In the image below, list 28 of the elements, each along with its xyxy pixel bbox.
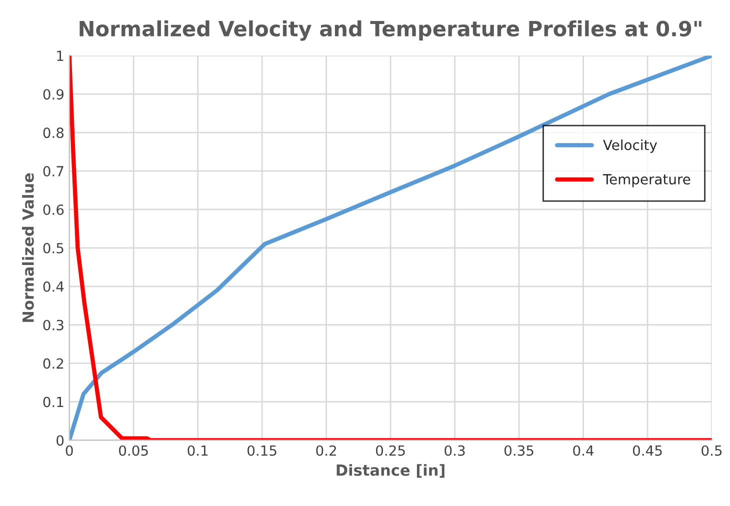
y-tick-label: 0.9: [43, 89, 64, 100]
y-tick-label: 0.6: [43, 204, 64, 215]
x-tick-label: 0.4: [573, 445, 594, 456]
y-tick-label: 0.3: [43, 320, 64, 330]
x-tick-label: 0.45: [632, 445, 662, 456]
legend-label: Velocity: [603, 139, 658, 153]
x-tick-label: 0.25: [376, 445, 405, 456]
chart-title: Normalized Velocity and Temperature Profiles at 0.9": [80, 20, 702, 41]
y-tick-label: 0.5: [43, 242, 64, 254]
y-tick-label: 0.8: [43, 128, 64, 138]
x-tick-label: 0.3: [444, 445, 465, 456]
x-axis-title: Distance [in]: [336, 464, 444, 478]
x-tick-label: 0.05: [119, 445, 148, 456]
y-tick-label: 0.7: [43, 166, 64, 176]
y-tick-label: 0.2: [43, 358, 64, 369]
y-axis-title: Normalized Value: [22, 173, 34, 322]
y-tick-label: 0: [56, 435, 64, 446]
y-tick-label: 1: [57, 50, 64, 61]
x-tick-label: 0.1: [188, 445, 208, 456]
legend-label: Temperature: [602, 174, 690, 188]
line-series: [69, 56, 712, 440]
y-tick-label: 0.1: [43, 396, 64, 408]
x-tick-label: 0.35: [504, 445, 534, 456]
y-tick-label: 0.4: [43, 281, 64, 292]
x-tick-label: 0: [66, 445, 73, 456]
x-tick-label: 0.15: [248, 445, 276, 456]
x-tick-label: 0.5: [702, 445, 722, 456]
x-tick-label: 0.2: [316, 445, 336, 456]
